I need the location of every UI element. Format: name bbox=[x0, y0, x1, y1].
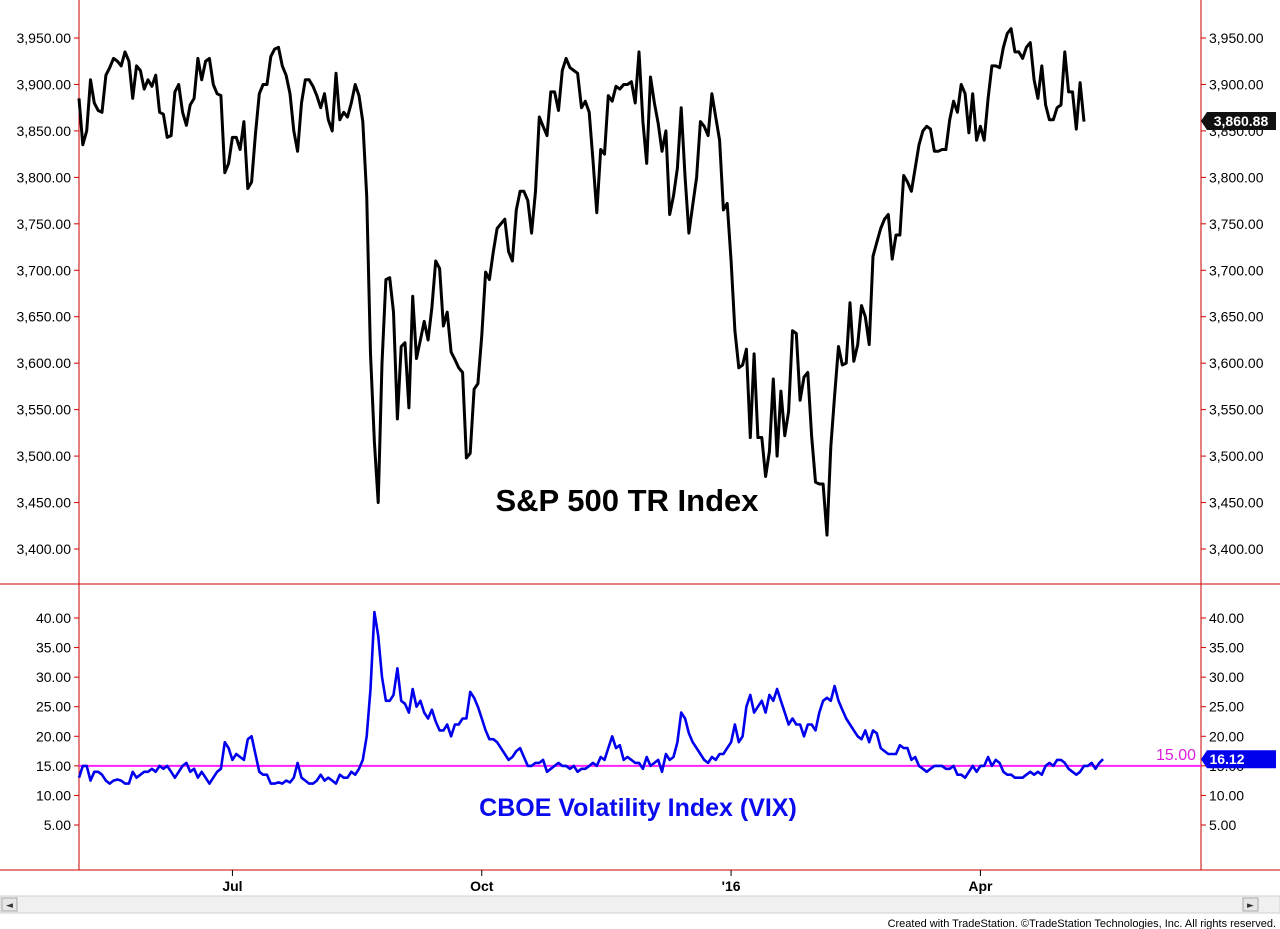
price-badge-shape bbox=[1201, 112, 1276, 130]
price-tick-left: 3,450.00 bbox=[17, 495, 72, 511]
price-tick-right: 3,500.00 bbox=[1209, 448, 1264, 464]
vix-tick-right: 40.00 bbox=[1209, 610, 1244, 626]
price-tick-left: 3,600.00 bbox=[17, 355, 72, 371]
footer-credit: Created with TradeStation. ©TradeStation… bbox=[888, 918, 1276, 929]
price-tick-right: 3,750.00 bbox=[1209, 216, 1264, 232]
horizontal-scrollbar[interactable]: ◄ ► bbox=[0, 895, 1280, 914]
price-tick-right: 3,900.00 bbox=[1209, 76, 1264, 92]
price-last-value: 3,860.88 bbox=[1214, 113, 1269, 129]
vix-tick-left: 40.00 bbox=[36, 610, 71, 626]
price-tick-right: 3,700.00 bbox=[1209, 262, 1264, 278]
vix-last-value: 16.12 bbox=[1209, 751, 1244, 767]
vix-tick-left: 15.00 bbox=[36, 758, 71, 774]
price-tick-left: 3,800.00 bbox=[17, 169, 72, 185]
vix-tick-right: 5.00 bbox=[1209, 817, 1236, 833]
price-last-value-badge: 3,860.88 bbox=[1201, 112, 1276, 130]
date-x-axis: Jul Oct '16 Apr bbox=[222, 870, 993, 894]
date-tick-label: '16 bbox=[722, 878, 741, 894]
scroll-right-button[interactable] bbox=[1242, 897, 1259, 912]
vix-tick-right: 35.00 bbox=[1209, 640, 1244, 656]
date-tick-label: Oct bbox=[470, 878, 494, 894]
scroll-left-icon: ◄ bbox=[6, 901, 13, 911]
price-tick-left: 3,950.00 bbox=[17, 30, 72, 46]
price-tick-left: 3,550.00 bbox=[17, 402, 72, 418]
scroll-right-icon: ► bbox=[1247, 901, 1254, 911]
date-tick-label: Jul bbox=[222, 878, 242, 894]
price-tick-right: 3,600.00 bbox=[1209, 355, 1264, 371]
price-tick-right: 3,950.00 bbox=[1209, 30, 1264, 46]
price-tick-left: 3,750.00 bbox=[17, 216, 72, 232]
date-tick-label: Apr bbox=[968, 878, 993, 894]
vix-tick-left: 20.00 bbox=[36, 728, 71, 744]
price-tick-right: 3,550.00 bbox=[1209, 402, 1264, 418]
vix-tick-right: 30.00 bbox=[1209, 669, 1244, 685]
scrollbar-track[interactable] bbox=[0, 895, 1280, 914]
vix-tick-left: 35.00 bbox=[36, 640, 71, 656]
vix-reference-label: 15.00 bbox=[1156, 747, 1196, 764]
vix-badge-shape bbox=[1201, 750, 1276, 769]
vix-tick-left: 10.00 bbox=[36, 787, 71, 803]
price-tick-right: 3,800.00 bbox=[1209, 169, 1264, 185]
scroll-left-button[interactable] bbox=[1, 897, 18, 912]
vix-last-value-badge: 16.12 bbox=[1201, 750, 1276, 769]
vix-tick-right: 10.00 bbox=[1209, 787, 1244, 803]
price-y-axis: 3,950.00 3,950.00 3,900.00 3,900.00 3,850.00… bbox=[17, 30, 1264, 557]
price-tick-right: 3,450.00 bbox=[1209, 495, 1264, 511]
price-tick-left: 3,900.00 bbox=[17, 76, 72, 92]
chart-frame bbox=[0, 0, 1280, 871]
vix-series-line bbox=[77, 610, 1105, 785]
price-tick-left: 3,500.00 bbox=[17, 448, 72, 464]
price-series-line bbox=[77, 27, 1086, 537]
price-tick-left: 3,650.00 bbox=[17, 309, 72, 325]
price-tick-right: 3,650.00 bbox=[1209, 309, 1264, 325]
price-tick-left: 3,400.00 bbox=[17, 541, 72, 557]
price-chart-title: S&P 500 TR Index bbox=[495, 483, 759, 518]
vix-tick-right: 20.00 bbox=[1209, 728, 1244, 744]
vix-tick-left: 25.00 bbox=[36, 699, 71, 715]
price-tick-right: 3,400.00 bbox=[1209, 541, 1264, 557]
price-tick-left: 3,700.00 bbox=[17, 262, 72, 278]
vix-chart-title: CBOE Volatility Index (VIX) bbox=[479, 794, 797, 822]
vix-y-axis: 40.00 40.00 35.00 35.00 30.00 30.00 25.00 25.00… bbox=[36, 610, 1244, 833]
vix-tick-left: 5.00 bbox=[44, 817, 71, 833]
vix-tick-right: 25.00 bbox=[1209, 699, 1244, 715]
vix-tick-left: 30.00 bbox=[36, 669, 71, 685]
price-tick-left: 3,850.00 bbox=[17, 123, 72, 139]
